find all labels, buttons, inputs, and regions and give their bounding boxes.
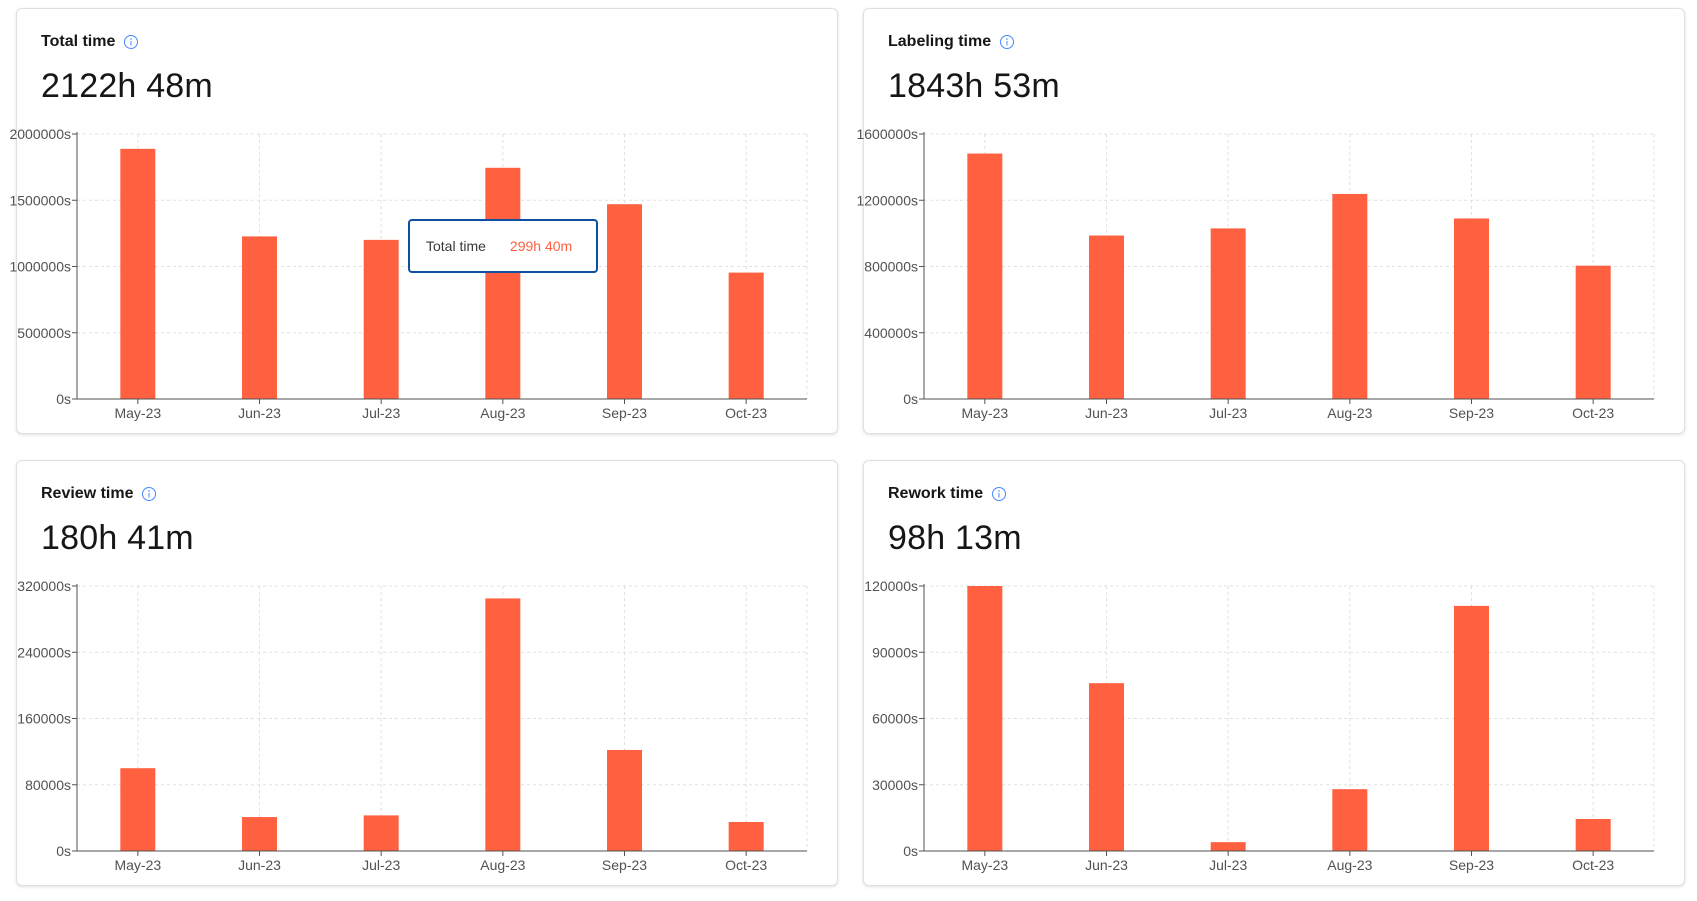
card-total-value: 1843h 53m [888,67,1060,105]
chart-tooltip: Total time 299h 40m [408,219,598,273]
y-tick-label: 240000s [17,644,71,660]
y-tick-label: 2000000s [9,126,71,142]
x-tick-label: May-23 [114,857,161,873]
card-title-label: Rework time [888,485,984,502]
y-tick-label: 400000s [864,325,918,341]
bar [363,815,399,851]
card-title-label: Total time [41,33,116,50]
card-title-label: Labeling time [888,33,992,50]
x-tick-label: Oct-23 [725,857,767,873]
bar [1089,683,1124,851]
y-tick-label: 1500000s [9,192,71,208]
y-tick-label: 500000s [17,325,71,341]
x-tick-label: Sep-23 [1449,857,1494,873]
info-circle-icon[interactable] [141,486,157,502]
y-tick-label: 1000000s [9,259,71,275]
x-tick-label: Aug-23 [480,405,525,421]
y-tick-label: 0s [903,843,918,859]
bar [485,167,521,399]
x-tick-label: Sep-23 [1449,405,1494,421]
bar [1332,193,1368,399]
tooltip-value: 299h 40m [509,238,573,254]
y-tick-label: 1600000s [856,126,918,142]
bar [1210,842,1246,851]
bar [120,148,156,399]
x-tick-label: Jul-23 [362,857,400,873]
bar [607,749,642,851]
x-tick-label: Jul-23 [362,405,400,421]
bar [242,236,277,399]
bar-chart: 0s 80000s 160000s 240000s 320000s May-23 Jun-2… [17,578,808,873]
card-title: Total time [41,33,139,51]
y-tick-label: 90000s [872,644,918,660]
bar [967,586,1003,851]
bar-chart: 0s 30000s 60000s 90000s 120000s May-23 Jun-23 J… [864,578,1655,873]
bar [1454,218,1489,399]
bar [485,598,521,851]
y-tick-label: 1200000s [856,192,918,208]
y-tick-label: 0s [56,843,71,859]
bar [728,822,764,851]
card-total-value: 180h 41m [41,519,194,557]
bar-chart: 0s 500000s 1000000s 1500000s 2000000s May-23 J… [9,126,808,421]
bar [1089,235,1124,399]
x-tick-label: Jul-23 [1209,857,1247,873]
x-tick-label: Aug-23 [1327,405,1372,421]
total-time-card: Total time 2122h 48m 0s 500000s 1000000s 15… [9,8,838,434]
bar [1332,789,1368,851]
rework-time-card: Rework time 98h 13m 0s 30000s 60000s 90000s… [863,460,1685,886]
bar [607,204,642,399]
y-tick-label: 320000s [17,578,71,594]
y-tick-label: 80000s [25,777,71,793]
tooltip-label: Total time [426,238,486,254]
x-tick-label: May-23 [961,857,1008,873]
bar [363,239,399,399]
x-tick-label: May-23 [114,405,161,421]
card-title: Labeling time [888,33,1015,51]
x-tick-label: Sep-23 [602,857,647,873]
info-circle-icon[interactable] [123,34,139,50]
x-tick-label: Sep-23 [602,405,647,421]
y-tick-label: 60000s [872,711,918,727]
y-tick-label: 0s [903,391,918,407]
card-title-label: Review time [41,485,134,502]
x-tick-label: May-23 [961,405,1008,421]
x-tick-label: Jul-23 [1209,405,1247,421]
x-tick-label: Jun-23 [1085,405,1128,421]
bar [1210,228,1246,399]
y-tick-label: 800000s [864,259,918,275]
bar [728,272,764,399]
bar [1454,605,1489,851]
x-tick-label: Jun-23 [1085,857,1128,873]
x-tick-label: Jun-23 [238,857,281,873]
bar-chart: 0s 400000s 800000s 1200000s 1600000s May-23 Ju… [856,126,1655,421]
info-circle-icon[interactable] [999,34,1015,50]
x-tick-label: Aug-23 [1327,857,1372,873]
card-title: Review time [41,485,157,503]
y-tick-label: 120000s [864,578,918,594]
bar [1575,265,1611,399]
x-tick-label: Oct-23 [1572,405,1614,421]
bar [242,817,277,851]
y-tick-label: 0s [56,391,71,407]
x-tick-label: Jun-23 [238,405,281,421]
labeling-time-card: Labeling time 1843h 53m 0s 400000s 800000s… [856,8,1685,434]
y-tick-label: 160000s [17,711,71,727]
card-title: Rework time [888,485,1007,503]
x-tick-label: Aug-23 [480,857,525,873]
info-circle-icon[interactable] [991,486,1007,502]
card-total-value: 2122h 48m [41,67,213,105]
bar [967,153,1003,399]
x-tick-label: Oct-23 [1572,857,1614,873]
bar [1575,818,1611,851]
bar [120,768,156,851]
card-total-value: 98h 13m [888,519,1022,557]
x-tick-label: Oct-23 [725,405,767,421]
y-tick-label: 30000s [872,777,918,793]
review-time-card: Review time 180h 41m 0s 80000s 160000s 2400… [16,460,838,886]
